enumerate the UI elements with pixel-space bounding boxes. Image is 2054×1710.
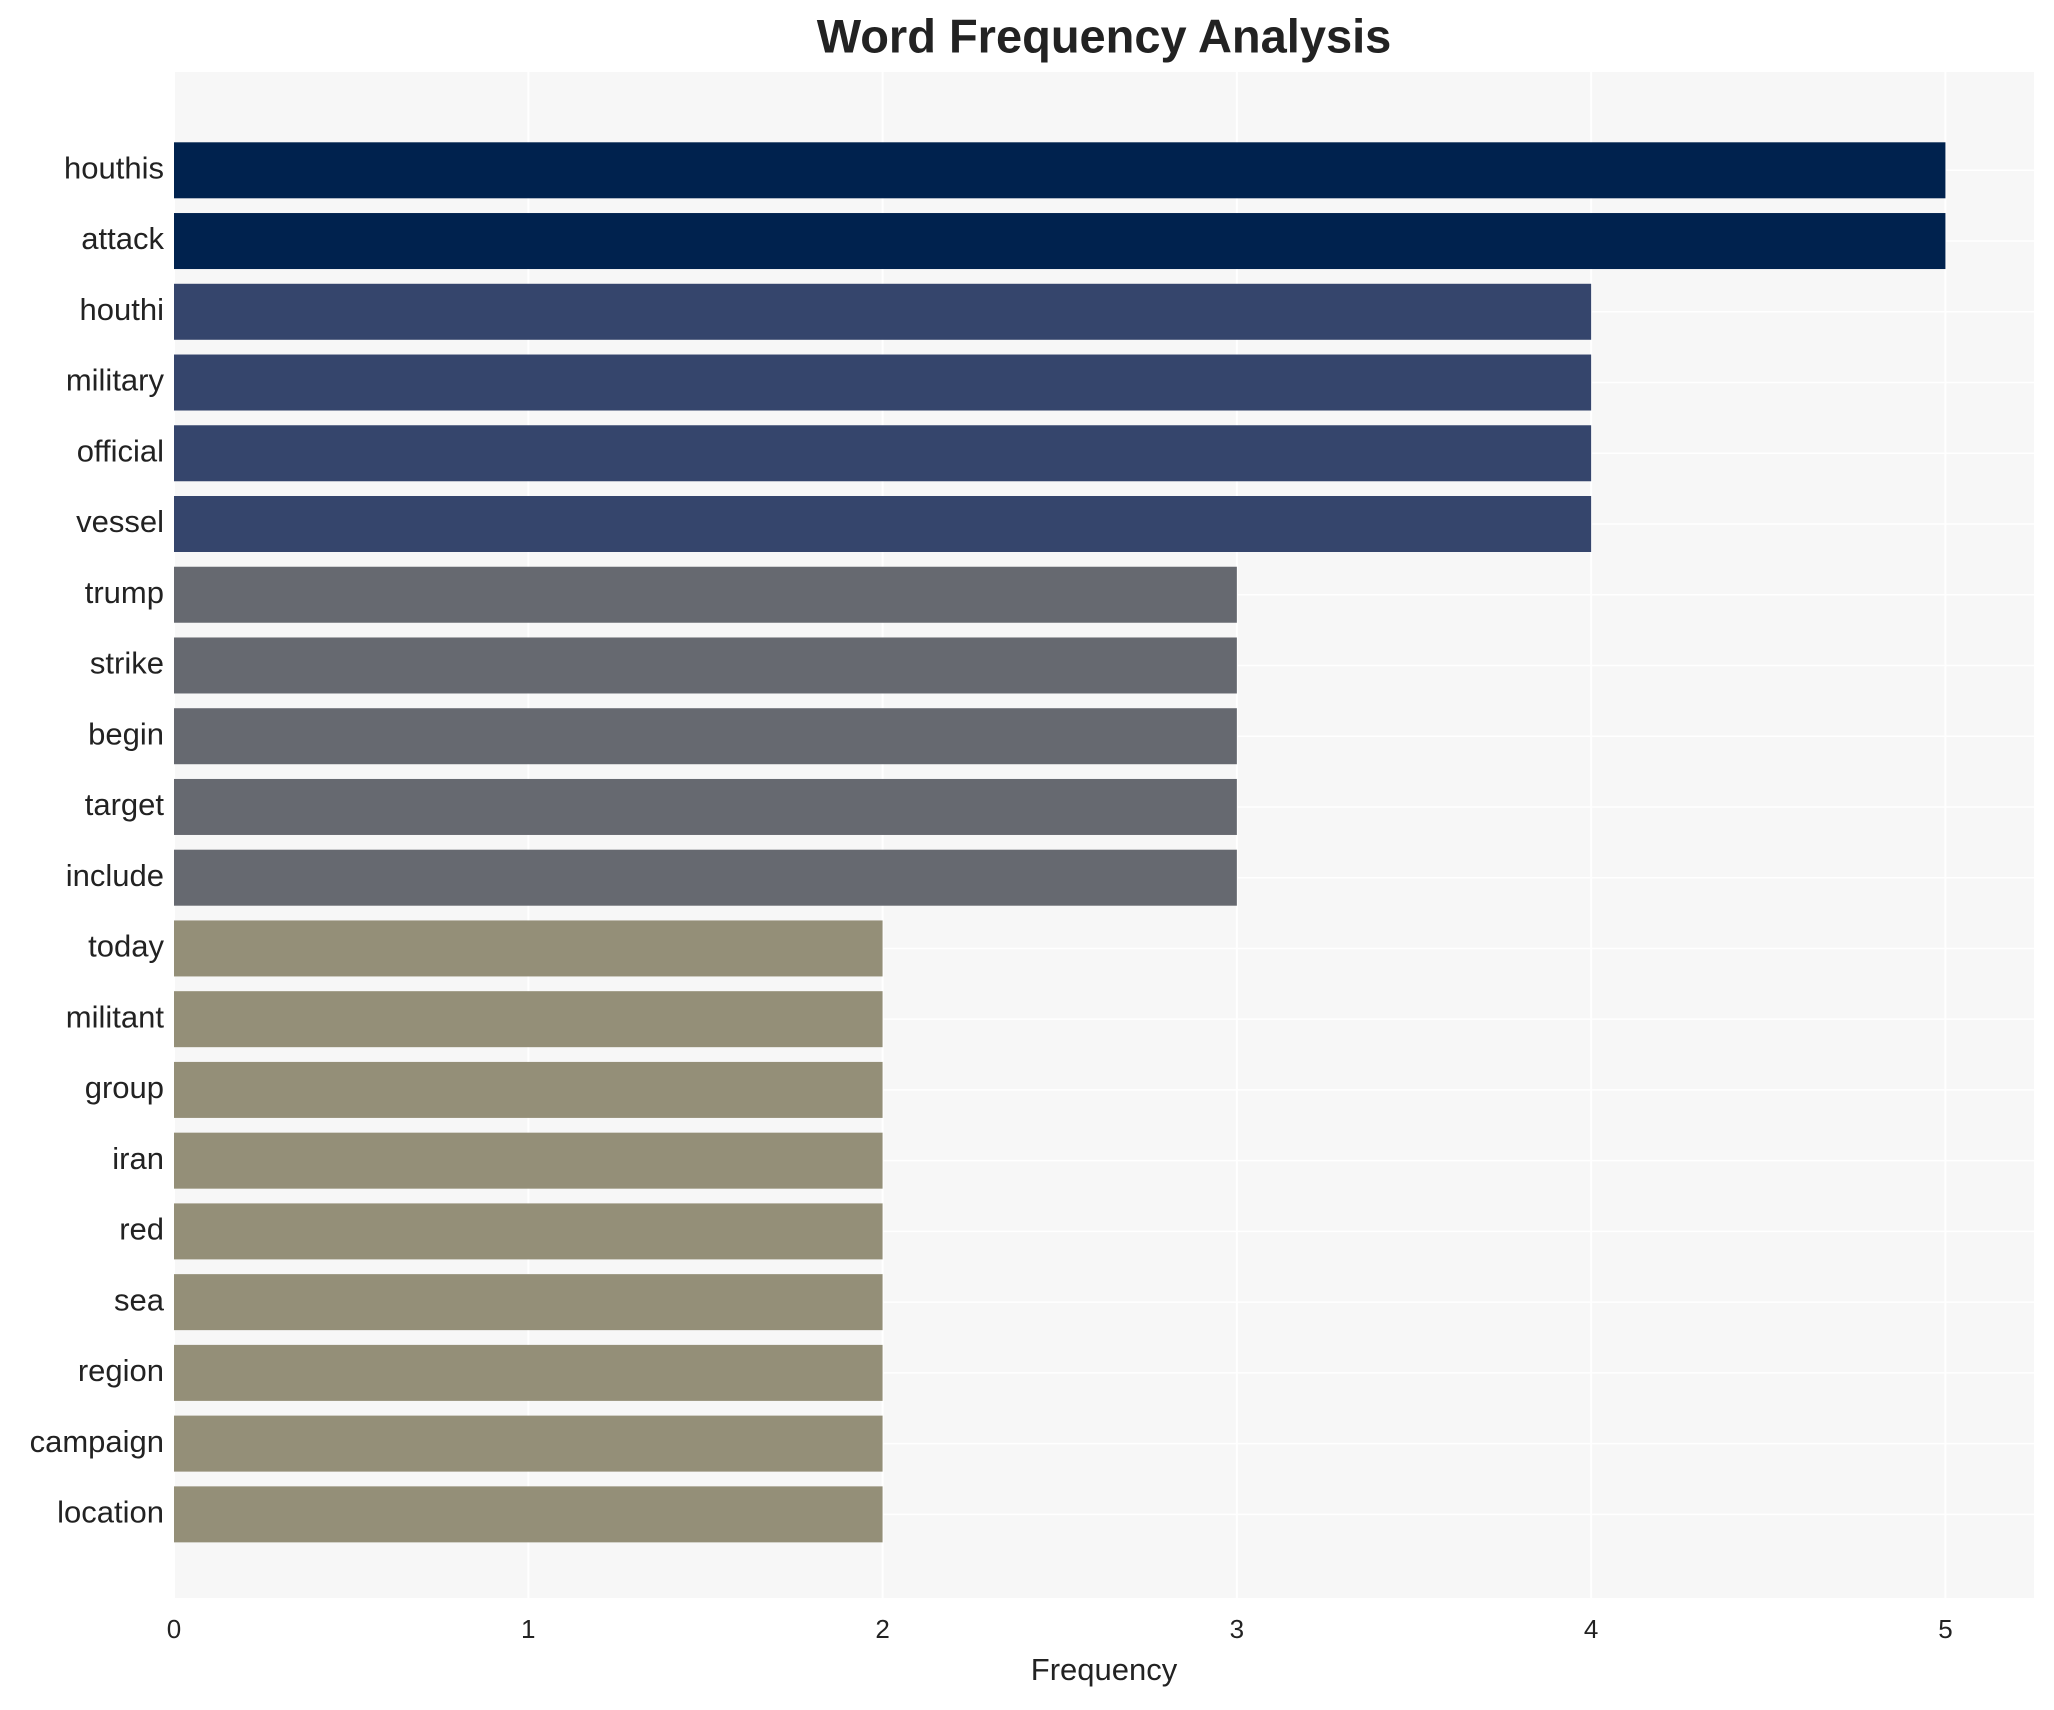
bar xyxy=(174,637,1237,694)
y-tick-label: campaign xyxy=(30,1424,164,1459)
bar xyxy=(174,1132,883,1189)
y-tick-label: military xyxy=(66,363,165,398)
bar xyxy=(174,354,1592,411)
bar xyxy=(174,142,1946,199)
chart-title: Word Frequency Analysis xyxy=(817,9,1392,62)
x-axis-label: Frequency xyxy=(1031,1652,1178,1687)
x-tick-label: 3 xyxy=(1230,1614,1244,1644)
y-tick-label: trump xyxy=(85,575,164,610)
y-tick-label: houthi xyxy=(80,292,164,327)
x-tick-label: 2 xyxy=(875,1614,889,1644)
bar xyxy=(174,1486,883,1543)
y-tick-label: target xyxy=(85,787,165,822)
y-tick-label: houthis xyxy=(64,150,164,185)
bar xyxy=(174,1344,883,1401)
y-tick-label: vessel xyxy=(76,504,164,539)
y-tick-label: include xyxy=(66,858,164,893)
x-tick-label: 0 xyxy=(167,1614,181,1644)
bar xyxy=(174,213,1946,270)
y-tick-label: location xyxy=(57,1495,164,1530)
bar xyxy=(174,496,1592,552)
bar xyxy=(174,708,1237,765)
y-tick-label: group xyxy=(85,1070,164,1105)
bar xyxy=(174,849,1237,906)
y-tick-label: red xyxy=(119,1212,164,1247)
bar xyxy=(174,991,883,1048)
x-tick-label: 4 xyxy=(1584,1614,1598,1644)
bar xyxy=(174,566,1237,623)
bar xyxy=(174,1415,883,1472)
y-tick-label: iran xyxy=(112,1141,164,1176)
y-tick-label: sea xyxy=(114,1282,165,1317)
y-tick-label: militant xyxy=(66,999,165,1034)
y-tick-label: begin xyxy=(88,716,164,751)
y-tick-label: attack xyxy=(81,221,164,256)
bar xyxy=(174,1061,883,1118)
y-tick-label: strike xyxy=(90,646,164,681)
x-tick-label: 5 xyxy=(1938,1614,1952,1644)
bar xyxy=(174,1274,883,1331)
x-tick-label: 1 xyxy=(521,1614,535,1644)
bar xyxy=(174,283,1592,340)
bar xyxy=(174,920,883,977)
bar xyxy=(174,1203,883,1260)
bar xyxy=(174,778,1237,835)
y-tick-label: region xyxy=(78,1353,164,1388)
y-tick-label: official xyxy=(77,433,164,468)
bar xyxy=(174,425,1592,482)
y-tick-label: today xyxy=(88,929,164,964)
